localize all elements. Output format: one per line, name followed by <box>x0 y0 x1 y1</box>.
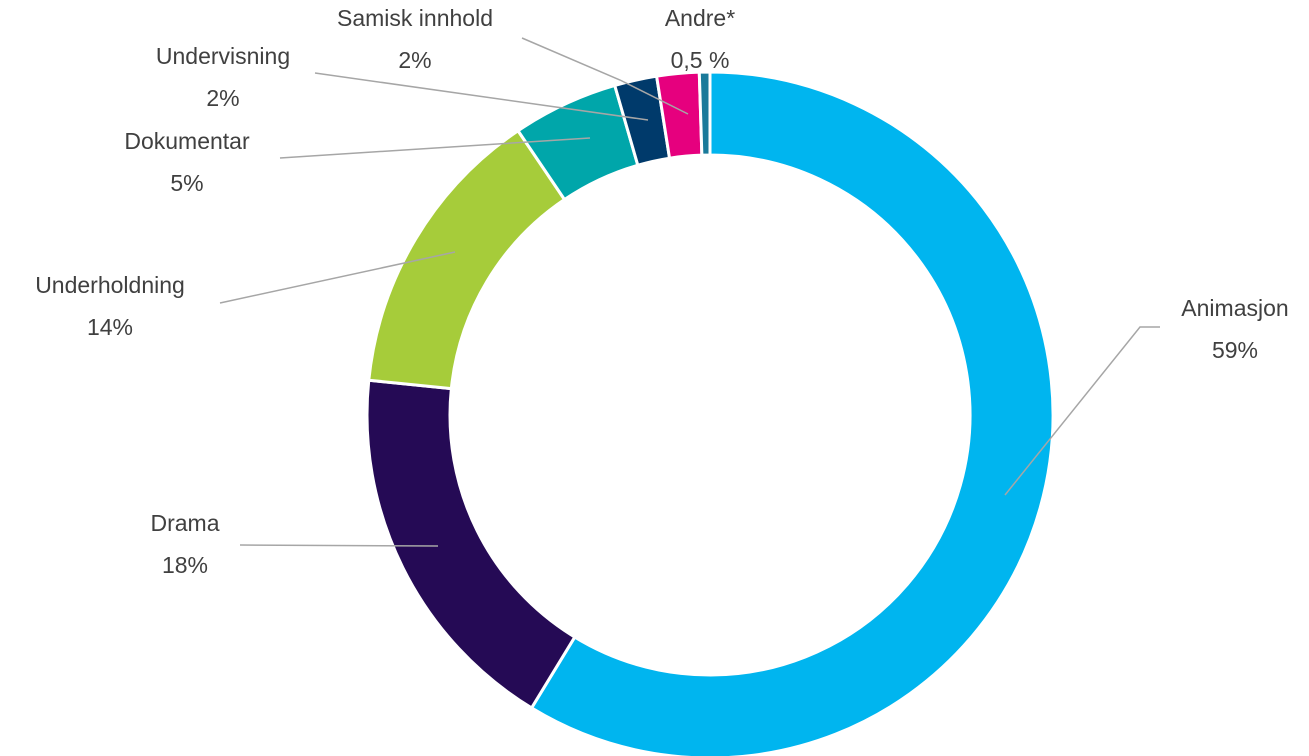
value-label: 0,5 % <box>671 47 730 73</box>
leader-line <box>1004 326 1160 496</box>
category-label: Undervisning <box>156 43 290 69</box>
leader-line <box>279 137 591 159</box>
donut-slice <box>367 128 567 391</box>
value-label: 2% <box>398 47 431 73</box>
category-label: Dokumentar <box>124 128 250 154</box>
category-label: Drama <box>150 510 219 536</box>
leader-line <box>314 72 649 121</box>
value-label: 59% <box>1212 337 1258 363</box>
category-label: Underholdning <box>35 272 185 298</box>
value-label: 5% <box>170 170 203 196</box>
value-label: 14% <box>87 314 133 340</box>
leader-line <box>219 251 456 304</box>
donut-slice <box>697 70 712 157</box>
donut-slice <box>529 70 1055 756</box>
donut-slice <box>365 378 577 711</box>
value-label: 2% <box>206 85 239 111</box>
category-label: Animasjon <box>1181 295 1288 321</box>
leader-line <box>521 37 689 115</box>
category-label: Andre* <box>665 5 735 31</box>
category-label: Samisk innhold <box>337 5 493 31</box>
value-label: 18% <box>162 552 208 578</box>
leader-line <box>239 544 439 547</box>
